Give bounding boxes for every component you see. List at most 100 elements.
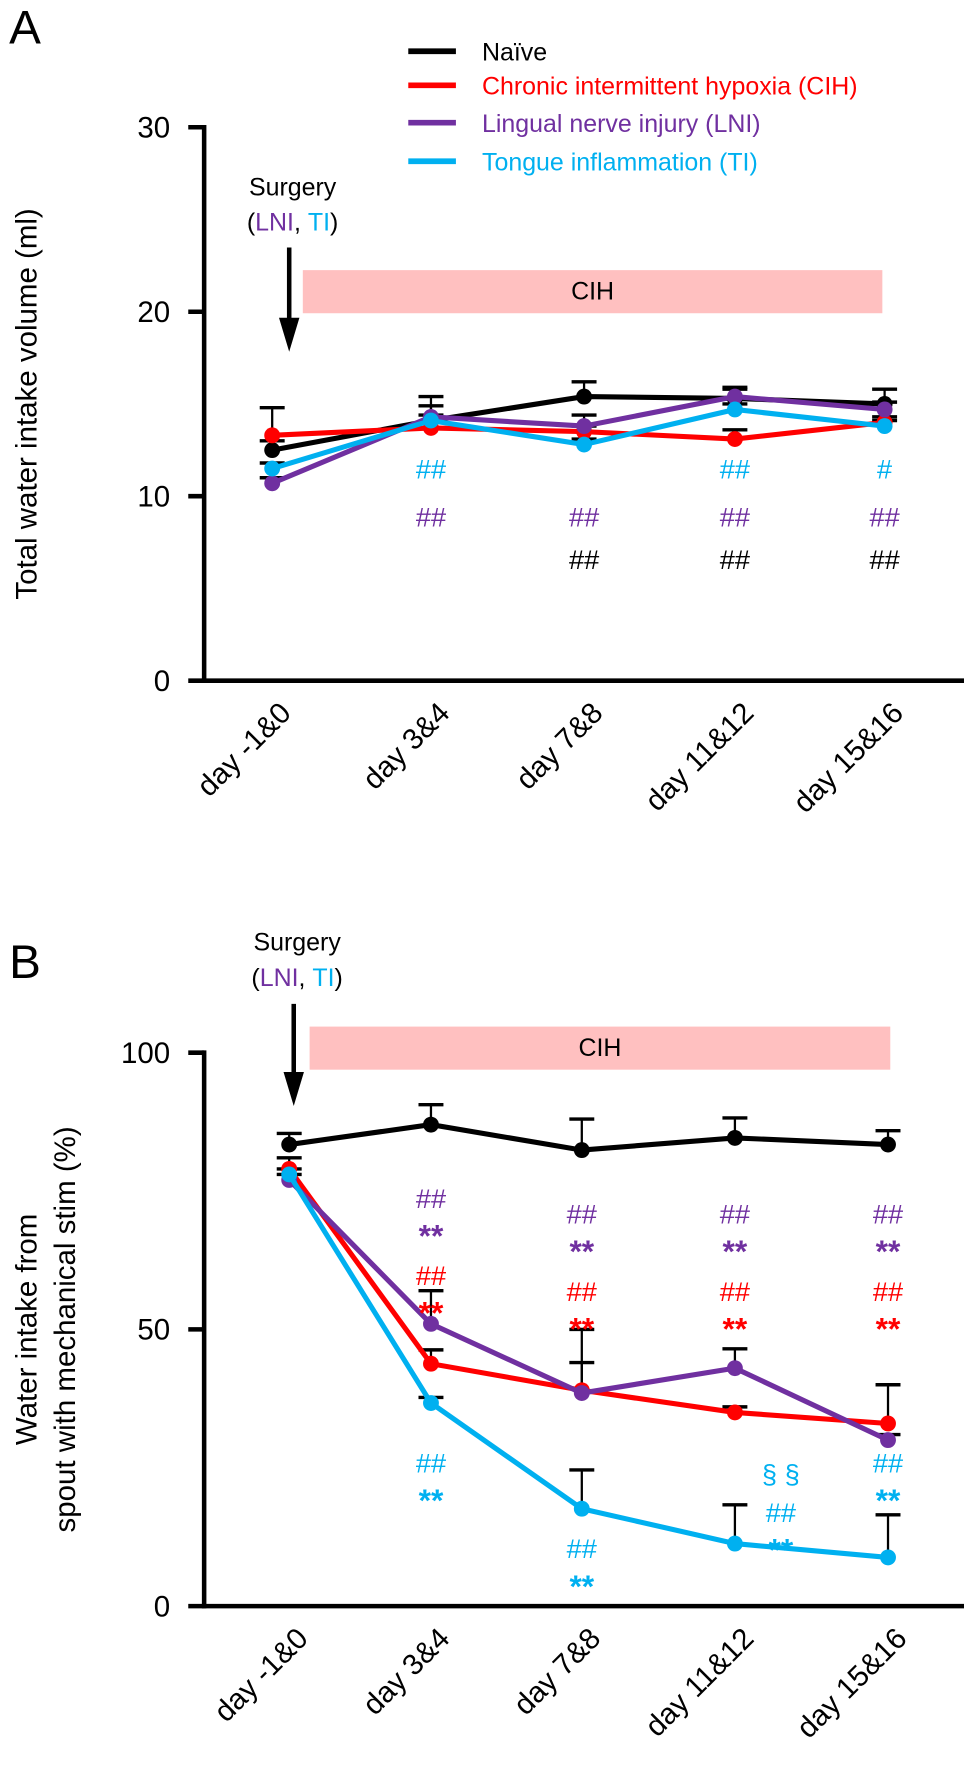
panel-b: B CIH Surgery (LNI, TI) 0 50 100 Water intake f… (9, 929, 964, 1745)
y-tick-label: 20 (137, 296, 170, 329)
x-tick-label: day 3&4 (357, 696, 457, 796)
significance-mark: ## (567, 1276, 597, 1307)
surgery-group-part: LNI (260, 964, 299, 992)
data-point (423, 412, 439, 429)
data-point (726, 1360, 743, 1377)
surgery-group-part: TI (312, 964, 334, 992)
x-tick-label: day -1&0 (191, 696, 298, 803)
cih-band (309, 1026, 891, 1070)
significance-mark: ## (873, 1447, 903, 1478)
significance-mark: ** (569, 1568, 594, 1604)
y-tick-label: 0 (154, 665, 170, 698)
y-tick-label: 50 (137, 1314, 170, 1347)
significance-mark: ## (416, 454, 446, 485)
significance-mark: ## (766, 1497, 796, 1528)
data-point (880, 1136, 896, 1153)
data-point (573, 1142, 590, 1159)
data-point (726, 431, 743, 447)
significance-mark: ## (873, 1276, 903, 1307)
surgery-group-part: LNI (255, 208, 294, 236)
surgery-group-part: , (294, 208, 308, 236)
x-tick-label: day 15&16 (790, 1622, 913, 1745)
x-tick-label: day 11&12 (639, 696, 760, 817)
significance-mark: ** (419, 1482, 444, 1518)
surgery-group-part: ( (247, 208, 256, 236)
significance-mark: ## (569, 502, 599, 533)
panel-letter: B (9, 936, 41, 989)
surgery-group-part: ) (335, 964, 343, 992)
legend-label: Lingual nerve injury (LNI) (482, 110, 761, 138)
significance-mark: ## (567, 1198, 597, 1229)
surgery-group-part: ) (330, 208, 338, 236)
surgery-arrow-head-icon (278, 317, 300, 352)
significance-mark: ## (567, 1533, 597, 1564)
data-point (576, 418, 593, 435)
significance-mark: ## (720, 454, 750, 485)
significance-mark: ** (876, 1233, 901, 1269)
x-tick-label: day 11&12 (639, 1622, 760, 1743)
significance-mark: ## (720, 502, 750, 533)
significance-mark: ** (419, 1217, 444, 1253)
significance-mark: ** (723, 1233, 748, 1269)
x-tick-label: day 3&4 (357, 1622, 457, 1722)
data-point (264, 427, 281, 444)
significance-mark: ** (419, 1295, 444, 1331)
significance-mark: ## (873, 1198, 903, 1229)
significance-mark: ** (876, 1310, 901, 1346)
data-point (573, 1500, 590, 1517)
legend-label: Tongue inflammation (TI) (482, 148, 758, 176)
surgery-group-part: TI (308, 208, 330, 236)
legend-label: Chronic intermittent hypoxia (CIH) (482, 72, 858, 100)
cih-band-label: CIH (578, 1034, 621, 1062)
significance-mark: § § (762, 1459, 800, 1490)
x-tick-label: day 15&16 (787, 696, 910, 819)
y-axis-label: spout with mechanical stim (%) (49, 1126, 82, 1532)
surgery-group-part: ( (251, 964, 260, 992)
data-point (876, 401, 893, 418)
y-tick-label: 0 (154, 1590, 170, 1623)
data-point (726, 1535, 743, 1552)
data-point (726, 1129, 743, 1146)
significance-mark: ## (869, 502, 899, 533)
surgery-groups: (LNI, TI) (247, 208, 338, 236)
surgery-label: Surgery (253, 929, 341, 957)
data-point (281, 1166, 298, 1183)
significance-mark: ## (720, 1198, 750, 1229)
y-axis-label: Total water intake volume (ml) (10, 208, 43, 599)
data-point (880, 1432, 896, 1449)
data-point (576, 436, 593, 453)
y-tick-label: 10 (137, 480, 170, 513)
data-point (264, 442, 281, 459)
significance-mark: ** (768, 1532, 793, 1568)
x-tick-label: day 7&8 (510, 696, 610, 796)
surgery-label: Surgery (249, 173, 337, 201)
significance-mark: ** (876, 1482, 901, 1518)
y-tick-label: 100 (121, 1037, 170, 1070)
data-point (880, 1415, 896, 1432)
data-point (880, 1549, 896, 1566)
legend: Naïve Chronic intermittent hypoxia (CIH) L… (408, 38, 858, 176)
data-point (876, 418, 893, 435)
y-axis-label: Water intake from (10, 1214, 43, 1445)
data-point (576, 388, 593, 405)
significance-mark: ** (723, 1310, 748, 1346)
significance-mark: ## (416, 1183, 446, 1214)
significance-mark: ## (416, 1260, 446, 1291)
data-point (423, 1315, 439, 1332)
significance-mark: ## (869, 544, 899, 575)
significance-mark: ## (569, 544, 599, 575)
significance-mark: ## (720, 544, 750, 575)
panel-letter: A (9, 1, 41, 54)
data-point (423, 1395, 439, 1411)
legend-label: Naïve (482, 38, 547, 66)
data-point (726, 388, 743, 405)
surgery-group-part: , (299, 964, 313, 992)
data-point (726, 1404, 743, 1421)
data-point (264, 475, 281, 492)
surgery-arrow-head-icon (283, 1071, 304, 1106)
cih-band (302, 270, 883, 314)
significance-mark: # (877, 454, 892, 485)
y-tick-label: 30 (137, 111, 170, 144)
data-point (573, 1385, 590, 1401)
